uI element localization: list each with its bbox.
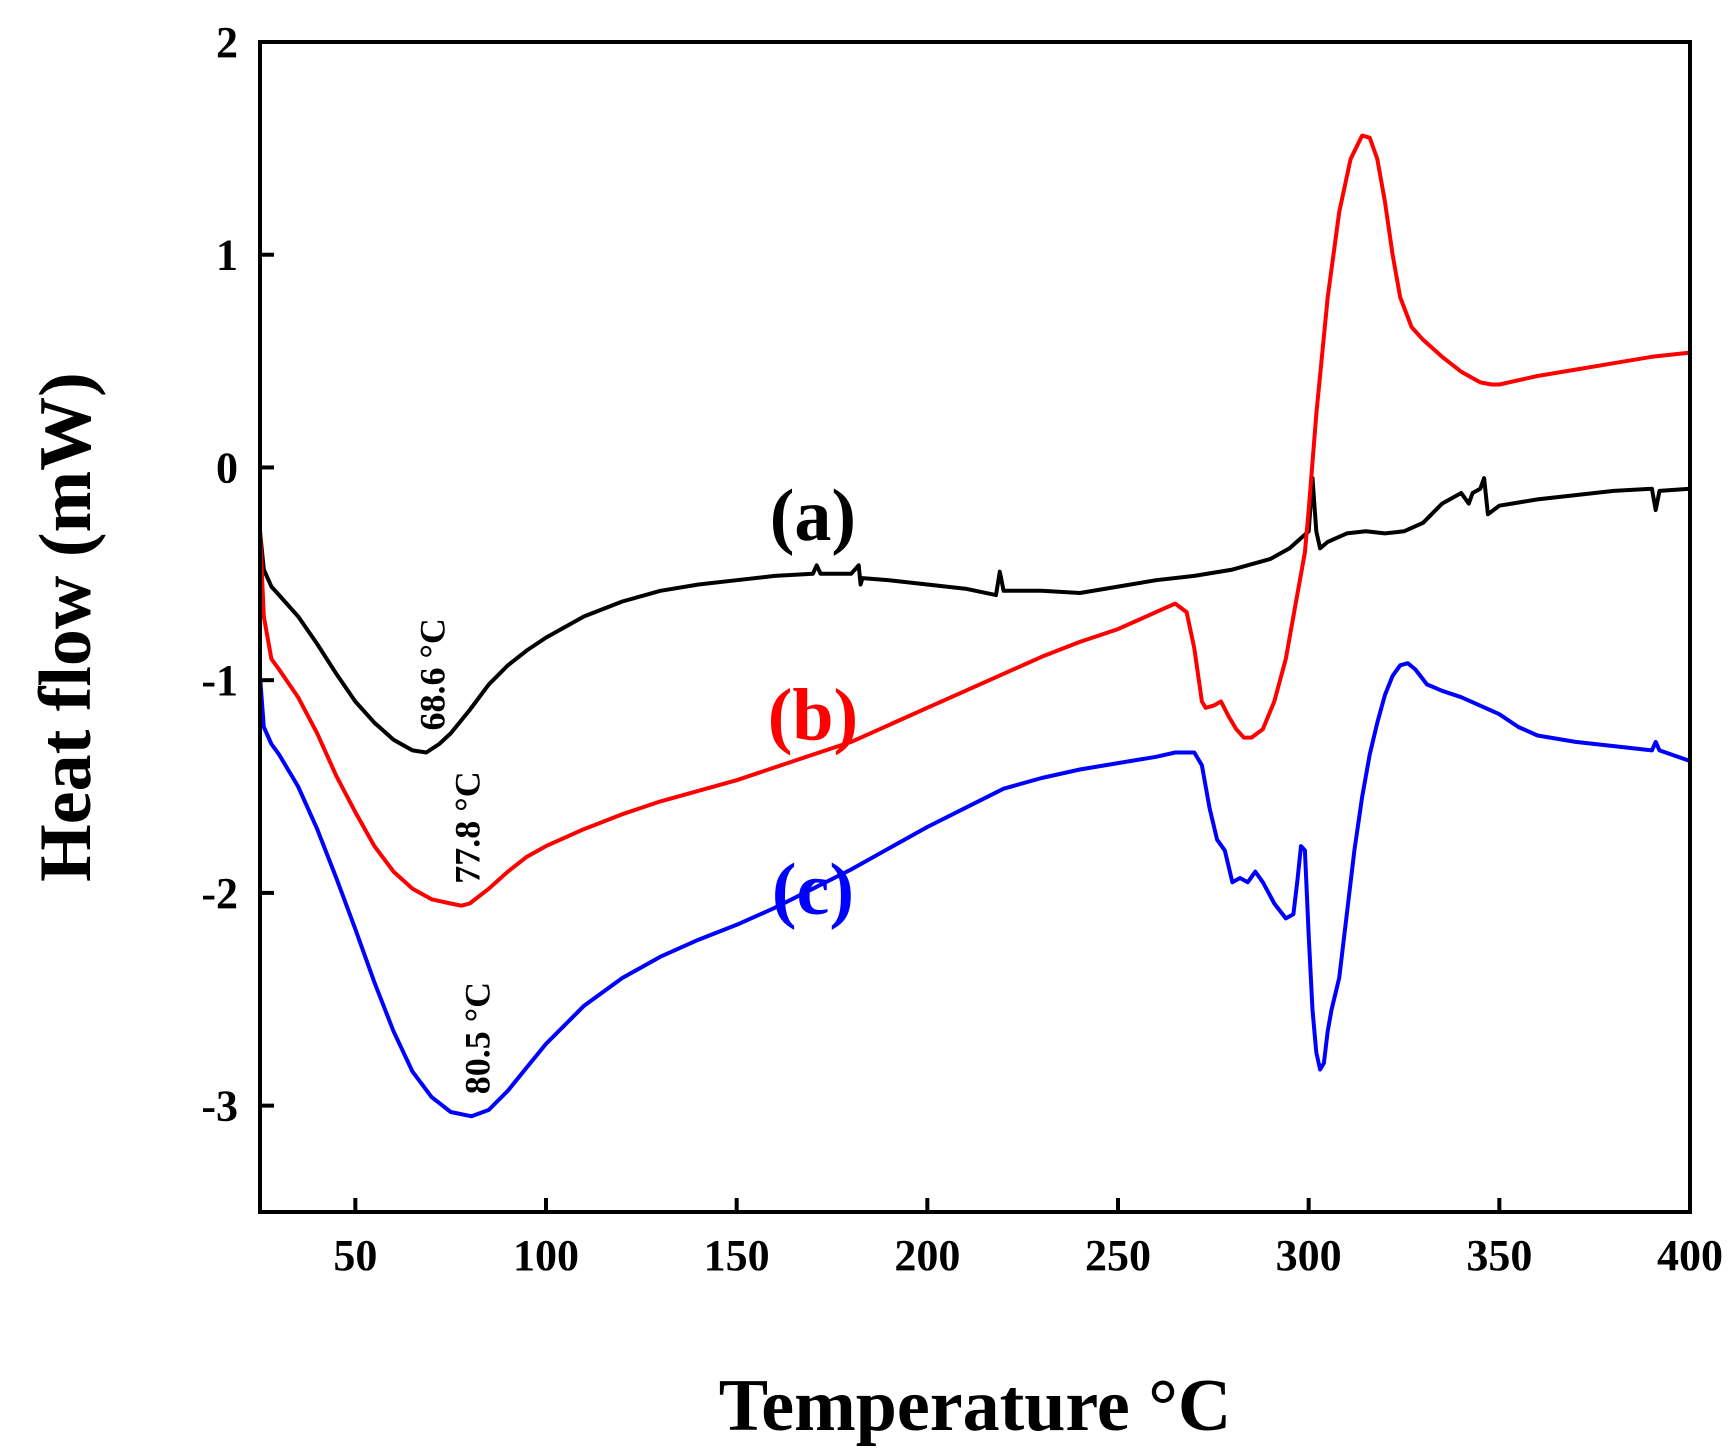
- peak-annotation: 68.6 °C: [412, 618, 452, 730]
- x-tick-label: 150: [704, 1231, 770, 1280]
- x-tick-label: 250: [1085, 1231, 1151, 1280]
- peak-annotation: 77.8 °C: [447, 771, 487, 883]
- series-layer: [258, 133, 1691, 1119]
- labels-layer: (a) (b) (c) 68.6 °C 77.8 °C 80.5 °C: [412, 475, 858, 1095]
- y-tick-label: -2: [201, 869, 238, 918]
- y-tick-label: -1: [201, 656, 238, 705]
- y-axis-title: Heat flow (mW): [25, 372, 107, 882]
- series-line-c: [258, 661, 1691, 1119]
- series-label-b: (b): [768, 675, 858, 757]
- series-label-a: (a): [770, 475, 856, 557]
- x-tick-label: 200: [894, 1231, 960, 1280]
- x-tick-label: 50: [333, 1231, 377, 1280]
- ticks-layer: 50 100 150 200 250 300 350 400 -3 -2 -1 0 1 2: [201, 18, 1723, 1280]
- x-tick-label: 100: [513, 1231, 579, 1280]
- series-line-a: [258, 476, 1691, 755]
- x-tick-label: 300: [1276, 1231, 1342, 1280]
- y-tick-label: 1: [216, 231, 238, 280]
- peak-annotation: 80.5 °C: [458, 982, 498, 1094]
- y-tick-label: 2: [216, 18, 238, 67]
- y-tick-label: 0: [216, 443, 238, 492]
- series-label-c: (c): [772, 849, 854, 931]
- x-tick-label: 400: [1657, 1231, 1723, 1280]
- x-tick-label: 350: [1466, 1231, 1532, 1280]
- y-tick-label: -3: [201, 1082, 238, 1131]
- series-line-b: [258, 133, 1691, 908]
- x-axis-title: Temperature °C: [719, 1365, 1232, 1447]
- plot-frame: [258, 40, 1692, 1214]
